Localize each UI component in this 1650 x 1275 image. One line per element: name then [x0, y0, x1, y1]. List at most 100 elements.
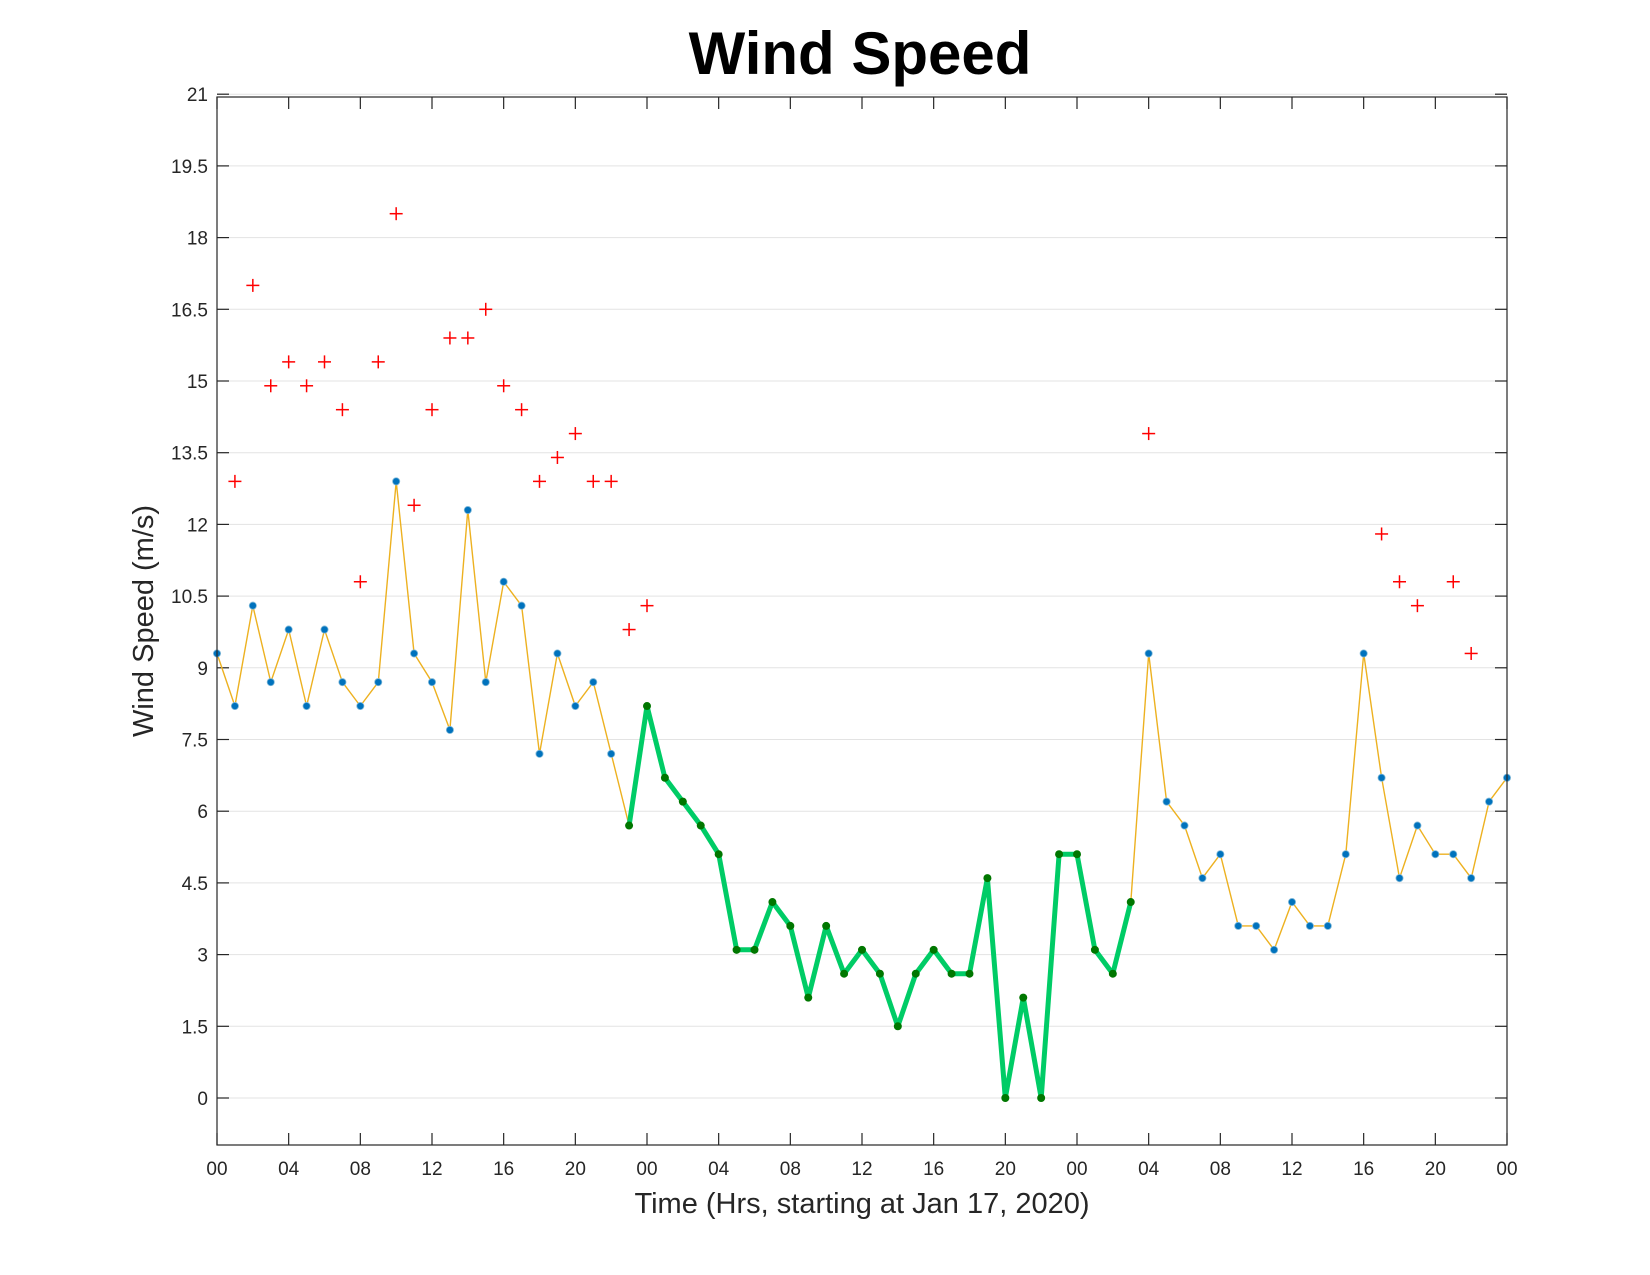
highlighted-speed-point — [893, 1022, 902, 1031]
x-tick-label: 04 — [1138, 1159, 1160, 1180]
highlighted-speed-point — [1073, 850, 1081, 859]
highlighted-speed-point — [965, 969, 974, 978]
x-tick-label: 08 — [350, 1159, 371, 1180]
highlighted-speed-point — [786, 921, 795, 930]
highlighted-speed-point — [1090, 945, 1099, 954]
y-tick-label: 18 — [187, 229, 208, 250]
gust-point — [264, 379, 278, 393]
wind-speed-point — [1198, 874, 1207, 883]
wind-speed-point — [517, 601, 526, 610]
highlighted-speed-point — [947, 969, 956, 978]
highlighted-speed-point — [625, 821, 634, 830]
data-series — [212, 207, 1512, 1102]
axis-ticks: 0 1.5 3 4.5 6 7.5 9 10.5 12 13.5 15 16.5 18 19.5 21 00 0… — [171, 85, 1518, 1180]
wind-speed-point — [374, 678, 383, 687]
highlighted-speed-point — [660, 773, 669, 782]
gust-point — [300, 379, 314, 393]
gust-point — [497, 379, 511, 393]
grid-lines — [217, 93, 1507, 1099]
y-tick-label: 6 — [197, 802, 208, 823]
highlighted-speed-point — [678, 797, 687, 806]
y-tick-label: 16.5 — [171, 300, 208, 321]
wind-speed-point — [1467, 874, 1476, 883]
gust-point — [1410, 599, 1424, 613]
gust-point — [515, 403, 529, 417]
highlighted-speed-point — [768, 898, 777, 907]
gust-point — [604, 474, 618, 488]
highlighted-speed-point — [840, 969, 849, 978]
gust-point — [335, 403, 349, 417]
wind-speed-point — [1234, 921, 1243, 930]
wind-speed-point — [481, 678, 490, 687]
wind-speed-point — [338, 678, 347, 687]
x-tick-label: 12 — [1281, 1159, 1302, 1180]
wind-speed-point — [1377, 773, 1386, 782]
x-tick-label: 00 — [206, 1159, 227, 1180]
wind-speed-point — [266, 678, 275, 687]
wind-speed-point — [1252, 921, 1261, 930]
x-tick-label: 04 — [278, 1159, 300, 1180]
x-tick-label: 16 — [923, 1159, 944, 1180]
gust-point — [1375, 527, 1389, 541]
x-tick-label: 12 — [421, 1159, 442, 1180]
wind-speed-point — [445, 725, 454, 734]
wind-speed-point — [410, 649, 419, 658]
gust-point — [246, 278, 260, 292]
highlighted-speed-point — [714, 850, 723, 859]
wind-speed-point — [1288, 898, 1297, 907]
gust-point — [318, 355, 331, 369]
plot-area-frame — [216, 96, 1508, 1146]
x-tick-label: 16 — [1353, 1159, 1374, 1180]
y-tick-label: 21 — [187, 85, 208, 106]
wind-speed-point — [571, 702, 580, 711]
gust-point — [425, 403, 439, 417]
chart-title: Wind Speed — [689, 20, 1032, 87]
wind-speed-point — [427, 678, 436, 687]
gust-point — [353, 575, 367, 589]
wind-speed-point — [535, 749, 544, 758]
highlighted-speed-line — [626, 703, 1134, 1101]
gust-point — [282, 355, 296, 369]
gust-point — [228, 474, 242, 488]
y-tick-label: 10.5 — [171, 587, 208, 608]
highlighted-speed-point — [822, 921, 831, 930]
highlighted-speed-point — [804, 993, 813, 1002]
highlighted-speed-point — [643, 702, 651, 711]
y-tick-label: 15 — [187, 372, 208, 393]
y-tick-label: 19.5 — [171, 157, 208, 178]
wind-speed-point — [607, 749, 616, 758]
y-tick-label: 9 — [197, 659, 208, 680]
gust-point — [1142, 427, 1156, 441]
gust-point — [533, 474, 546, 488]
y-tick-label: 7.5 — [182, 731, 208, 752]
wind-speed-line — [216, 481, 1508, 1099]
x-tick-label: 00 — [1066, 1159, 1087, 1180]
highlighted-speed-point — [929, 945, 938, 954]
gust-point — [389, 207, 403, 221]
x-tick-label: 12 — [851, 1159, 872, 1180]
wind-speed-point — [463, 506, 472, 515]
y-tick-label: 4.5 — [182, 874, 208, 895]
highlighted-speed-point — [1055, 850, 1064, 859]
gust-point — [461, 331, 475, 345]
gust-point — [1464, 646, 1478, 660]
wind-speed-point — [1162, 797, 1171, 806]
wind-speed-point — [1413, 821, 1422, 830]
gust-point — [550, 450, 564, 464]
highlighted-speed-point — [1019, 993, 1028, 1002]
highlighted-speed-point — [750, 945, 759, 954]
highlighted-speed-point — [732, 945, 741, 954]
wind-speed-point — [1305, 921, 1314, 930]
gust-point — [407, 498, 421, 512]
highlighted-speed-point — [1108, 969, 1117, 978]
wind-speed-point — [499, 577, 508, 586]
y-axis-label: Wind Speed (m/s) — [128, 505, 160, 737]
highlighted-speed-point — [1037, 1094, 1046, 1102]
gust-point — [640, 599, 654, 613]
wind-speed-point — [589, 678, 598, 687]
y-tick-label: 3 — [197, 946, 208, 967]
gust-point — [622, 623, 636, 637]
wind-speed-point — [1395, 874, 1404, 883]
x-tick-label: 00 — [1496, 1159, 1517, 1180]
highlighted-speed-point — [911, 969, 920, 978]
